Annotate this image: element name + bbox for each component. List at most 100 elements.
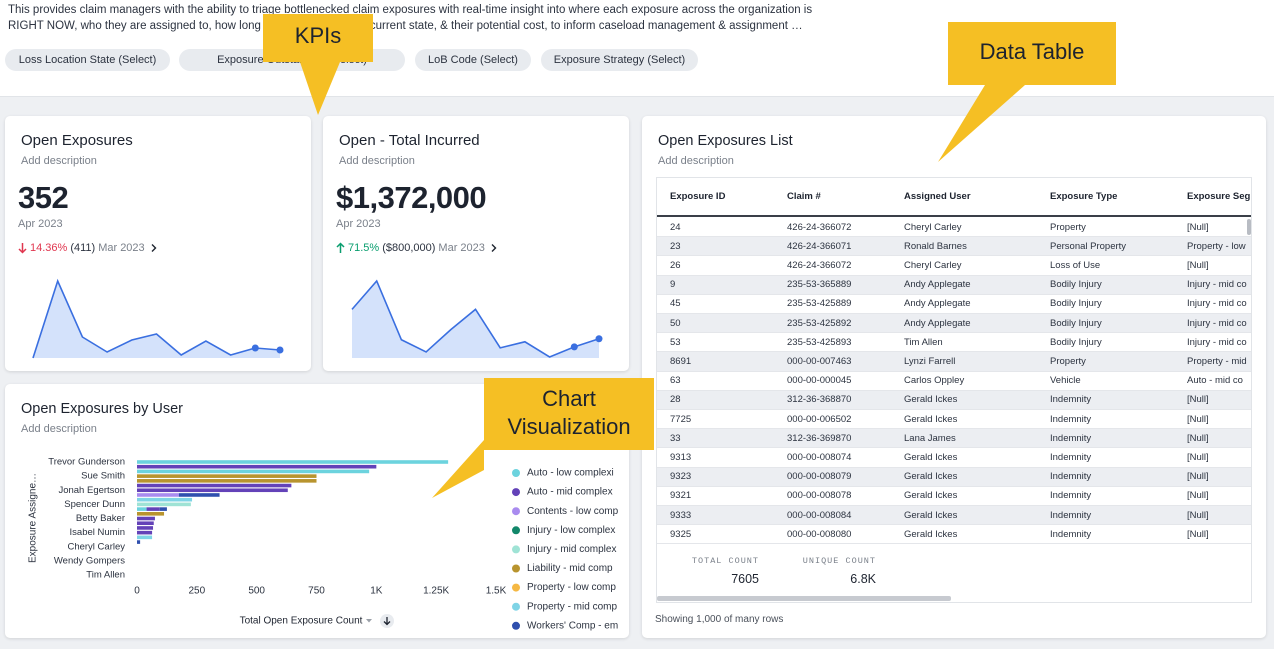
bar-segment [147, 507, 160, 511]
table-cell: Bodily Injury [1050, 337, 1102, 348]
table-cell: 000-00-008078 [787, 490, 851, 501]
sparkline [323, 116, 629, 371]
table-cell: 235-53-365889 [787, 279, 851, 290]
header: This provides claim managers with the ab… [0, 0, 1274, 97]
x-tick-label: 1K [370, 586, 383, 597]
legend-marker [512, 507, 520, 515]
table-cell: Indemnity [1050, 394, 1091, 405]
column-header: Assigned User [904, 191, 971, 202]
table-cell: Gerald Ickes [904, 471, 957, 482]
column-header: Exposure ID [670, 191, 725, 202]
table-cell: 000-00-007463 [787, 356, 851, 367]
table-cell: Property - low [1187, 241, 1246, 252]
table-cell: Ronald Barnes [904, 241, 967, 252]
table-cell: 235-53-425892 [787, 318, 851, 329]
y-tick-label: Spencer Dunn [64, 499, 125, 510]
table-cell: 9333 [670, 510, 691, 521]
bar-segment [137, 517, 155, 521]
bar-segment [137, 479, 317, 483]
sparkline-point [277, 347, 284, 354]
table-cell: Indemnity [1050, 529, 1091, 540]
table-cell: 000-00-000045 [787, 375, 851, 386]
y-tick-label: Cheryl Carley [67, 541, 125, 552]
footer-value: 7605 [731, 572, 759, 586]
column-header: Exposure Segm [1187, 191, 1252, 202]
sort-caret [366, 619, 372, 623]
bar-segment [137, 507, 147, 511]
bar-segment [137, 531, 152, 535]
table-cell: 000-00-006502 [787, 414, 851, 425]
table-cell: Injury - mid co [1187, 279, 1247, 290]
table-cell: Cheryl Carley [904, 260, 962, 271]
bar-chart: Exposure Assigne…02505007501K1.25K1.5KTo… [5, 384, 629, 638]
chart-card: Open Exposures by UserAdd descriptionExp… [5, 384, 629, 638]
table-cell: 9313 [670, 452, 691, 463]
table-title: Open Exposures List [658, 133, 793, 149]
x-tick-label: 1.25K [423, 586, 449, 597]
table-cell: [Null] [1187, 414, 1209, 425]
legend-label: Property - mid comp [527, 601, 617, 612]
bar-segment [137, 474, 317, 478]
table-cell: Loss of Use [1050, 260, 1100, 271]
table-cell: Gerald Ickes [904, 414, 957, 425]
table-cell: 33 [670, 433, 681, 444]
horizontal-scrollbar[interactable] [657, 596, 951, 601]
table-cell: 9325 [670, 529, 691, 540]
table-cell: Andy Applegate [904, 318, 971, 329]
x-tick-label: 750 [308, 586, 325, 597]
y-tick-label: Sue Smith [81, 471, 125, 482]
filter-chip[interactable]: Exposure Strategy (Select) [541, 49, 698, 71]
table-cell: 426-24-366071 [787, 241, 851, 252]
y-tick-label: Jonah Egertson [58, 485, 125, 496]
table-cell: [Null] [1187, 433, 1209, 444]
vertical-scrollbar[interactable] [1247, 219, 1251, 235]
footer-value: 6.8K [850, 572, 876, 586]
description: This provides claim managers with the ab… [8, 2, 838, 35]
bar-segment [137, 493, 179, 497]
table-row [657, 333, 1252, 352]
table-cell: Gerald Ickes [904, 510, 957, 521]
x-axis-title: Total Open Exposure Count [240, 616, 363, 627]
bar-segment [160, 507, 167, 511]
legend-marker [512, 565, 520, 573]
legend-marker [512, 488, 520, 496]
table-cell: 9323 [670, 471, 691, 482]
legend-label: Auto - low complexi [527, 468, 614, 479]
table-cell: Property [1050, 222, 1086, 233]
table-cell: 23 [670, 241, 681, 252]
table-cell: 9321 [670, 490, 691, 501]
x-tick-label: 500 [248, 586, 265, 597]
filter-chip[interactable]: LoB Code (Select) [415, 49, 531, 71]
table-description: Add description [658, 155, 734, 167]
table-cell: Personal Property [1050, 241, 1126, 252]
table-cell: 26 [670, 260, 681, 271]
table-cell: Property [1050, 356, 1086, 367]
table-cell: [Null] [1187, 490, 1209, 501]
filter-chip[interactable]: Exposure Outstanding (Select) [179, 49, 405, 71]
table-cell: [Null] [1187, 471, 1209, 482]
table-cell: Gerald Ickes [904, 394, 957, 405]
table-cell: 63 [670, 375, 681, 386]
x-tick-label: 0 [134, 586, 140, 597]
legend-label: Property - low comp [527, 582, 616, 593]
footer-label: UNIQUE COUNT [803, 556, 876, 566]
legend-marker [512, 622, 520, 630]
bar-segment [179, 493, 220, 497]
y-tick-label: Betty Baker [76, 513, 125, 524]
table-cell: Bodily Injury [1050, 318, 1102, 329]
sparkline-point [252, 345, 259, 352]
legend-marker [512, 526, 520, 534]
table-cell: Vehicle [1050, 375, 1081, 386]
filter-chip[interactable]: Loss Location State (Select) [5, 49, 170, 71]
column-header: Claim # [787, 191, 821, 202]
x-tick-label: 250 [188, 586, 205, 597]
y-axis-title: Exposure Assigne… [28, 473, 39, 563]
table-cell: 8691 [670, 356, 691, 367]
table-cell: 312-36-369870 [787, 433, 851, 444]
bar-segment [137, 540, 140, 544]
table-cell: Indemnity [1050, 510, 1091, 521]
bar-segment [137, 465, 376, 469]
table-cell: 235-53-425893 [787, 337, 851, 348]
bar-segment [137, 536, 152, 540]
